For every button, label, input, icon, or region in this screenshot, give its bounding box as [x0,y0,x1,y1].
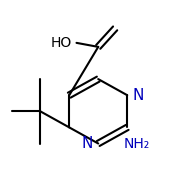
Text: N: N [81,136,93,151]
Text: N: N [133,88,144,103]
Text: NH₂: NH₂ [124,137,150,151]
Text: HO: HO [50,36,72,50]
